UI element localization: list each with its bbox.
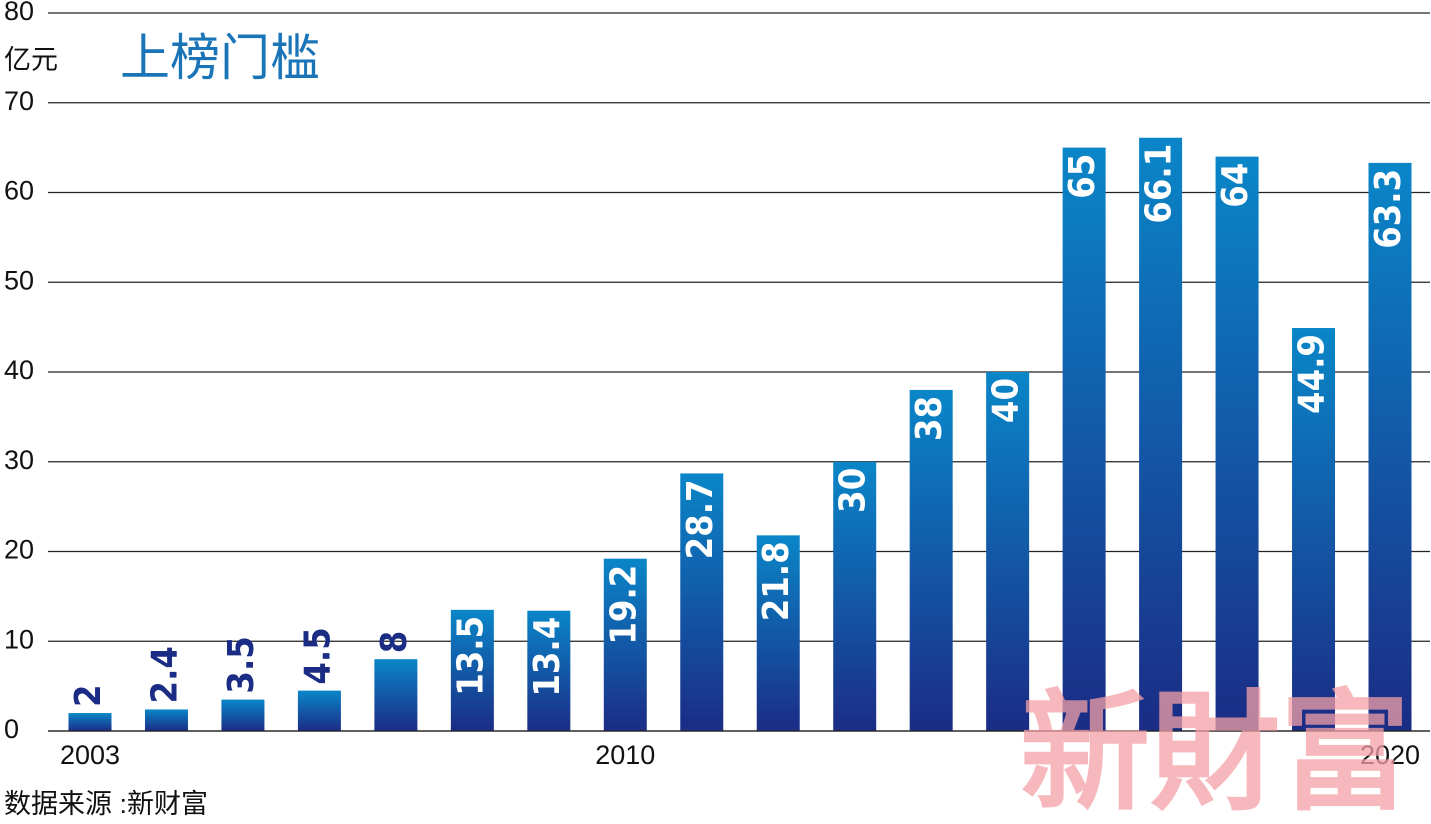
y-tick-label: 60 bbox=[4, 176, 34, 206]
bar bbox=[833, 461, 877, 731]
value-label: 13.5 bbox=[450, 616, 491, 696]
y-tick-label: 80 bbox=[4, 0, 34, 26]
x-tick-label: 2020 bbox=[1360, 740, 1420, 770]
value-label: 38 bbox=[909, 396, 950, 441]
bar bbox=[297, 690, 341, 731]
x-tick-label: 2010 bbox=[595, 740, 655, 770]
bar bbox=[603, 558, 647, 731]
bar bbox=[144, 709, 188, 731]
y-unit: 亿元 bbox=[4, 45, 58, 75]
bar bbox=[1292, 328, 1336, 731]
y-tick-label: 30 bbox=[4, 445, 34, 475]
y-tick-label: 40 bbox=[4, 355, 34, 385]
value-label: 3.5 bbox=[221, 636, 262, 693]
bar bbox=[756, 535, 800, 731]
bar bbox=[1139, 137, 1183, 731]
bar bbox=[986, 372, 1030, 731]
bar bbox=[680, 473, 724, 731]
bar bbox=[1215, 156, 1259, 732]
bar bbox=[68, 713, 112, 731]
value-label: 13.4 bbox=[527, 617, 568, 697]
bar bbox=[221, 699, 265, 731]
bar bbox=[374, 659, 418, 731]
value-label: 63.3 bbox=[1368, 169, 1409, 249]
bar bbox=[1062, 147, 1106, 731]
value-label: 66.1 bbox=[1139, 144, 1180, 224]
plot: 0 10 20 30 40 50 60 70 80 2003 2 2.4 3.5 4.5 8 13.5 13.4… bbox=[4, 0, 1430, 770]
bar bbox=[1368, 162, 1412, 731]
y-tick-label: 70 bbox=[4, 86, 34, 116]
value-label: 8 bbox=[374, 631, 415, 654]
watermark: 新財富 bbox=[1020, 683, 1410, 824]
value-label: 64 bbox=[1215, 163, 1256, 208]
value-label: 44.9 bbox=[1292, 334, 1333, 414]
value-label: 40 bbox=[986, 378, 1027, 423]
value-label: 2 bbox=[68, 685, 109, 708]
y-tick-label: 20 bbox=[4, 535, 34, 565]
y-tick-label: 50 bbox=[4, 265, 34, 295]
value-label: 19.2 bbox=[603, 565, 644, 645]
chart-title: 上榜门槛 bbox=[120, 30, 320, 86]
value-label: 2.4 bbox=[144, 646, 185, 703]
x-tick-label: 2003 bbox=[60, 740, 120, 770]
value-label: 28.7 bbox=[680, 479, 721, 559]
value-label: 30 bbox=[833, 468, 874, 513]
source: 数据来源 :新财富 bbox=[4, 789, 208, 819]
value-label: 21.8 bbox=[756, 541, 797, 621]
bar bbox=[527, 610, 571, 731]
value-label: 65 bbox=[1062, 154, 1103, 199]
bar bbox=[450, 609, 494, 731]
bar bbox=[909, 389, 953, 731]
value-label: 4.5 bbox=[297, 627, 338, 684]
y-tick-label: 0 bbox=[4, 714, 19, 744]
y-tick-label: 10 bbox=[4, 624, 34, 654]
